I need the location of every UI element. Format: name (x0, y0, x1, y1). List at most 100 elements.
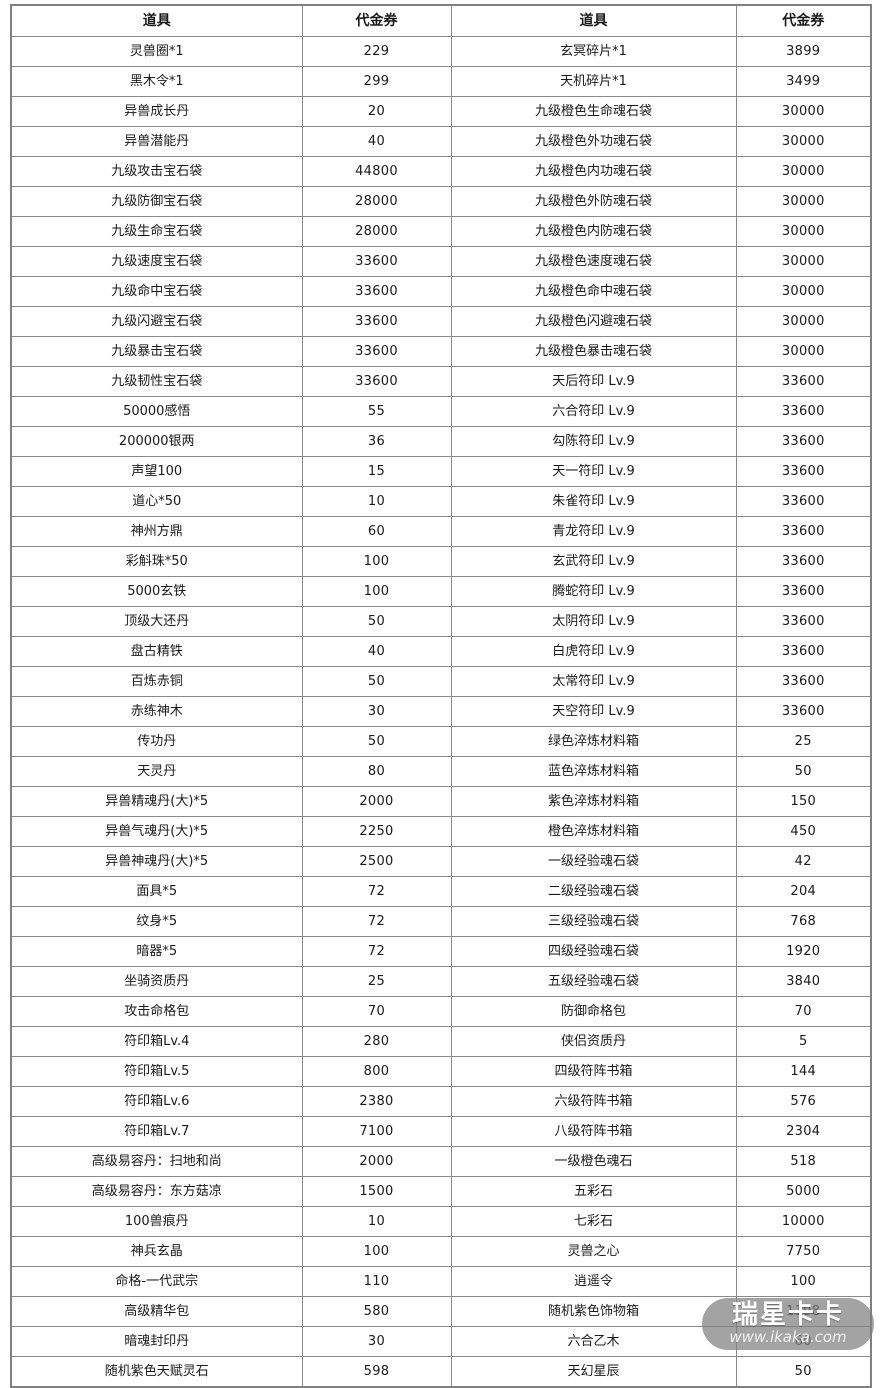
voucher-value-right: 33600 (735, 456, 872, 487)
item-name-right: 六合符印 Lv.9 (450, 396, 737, 427)
voucher-value-right: 33600 (735, 636, 872, 667)
voucher-value-right: 70 (735, 996, 872, 1027)
item-name-left: 异兽精魂丹(大)*5 (10, 786, 303, 817)
table-row: 符印箱Lv.5 800 四级符阵书箱 144 (10, 1056, 872, 1087)
item-name-right: 九级橙色速度魂石袋 (450, 246, 737, 277)
voucher-value-left: 80 (301, 756, 452, 787)
item-name-right: 九级橙色暴击魂石袋 (450, 336, 737, 367)
table-row: 九级闪避宝石袋 33600 九级橙色闪避魂石袋 30000 (10, 306, 872, 337)
table-row: 九级防御宝石袋 28000 九级橙色外防魂石袋 30000 (10, 186, 872, 217)
item-name-left: 命格-一代武宗 (10, 1266, 303, 1297)
item-name-right: 七彩石 (450, 1206, 737, 1237)
voucher-value-right: 30000 (735, 126, 872, 157)
voucher-value-left: 33600 (301, 306, 452, 337)
voucher-value-left: 50 (301, 726, 452, 757)
item-name-left: 九级生命宝石袋 (10, 216, 303, 247)
item-name-left: 面具*5 (10, 876, 303, 907)
table-body: 灵兽圈*1 229 玄冥碎片*1 3899 黑木令*1 299 天机碎片*1 3499 异兽成长… (10, 36, 872, 1388)
item-name-left: 异兽成长丹 (10, 96, 303, 127)
voucher-value-left: 280 (301, 1026, 452, 1057)
item-name-left: 九级闪避宝石袋 (10, 306, 303, 337)
price-table-container: 道具 代金券 道具 代金券 灵兽圈*1 229 玄冥碎片*1 3899 黑木令*1 299… (10, 4, 872, 1388)
column-header-item-left: 道具 (10, 4, 303, 37)
voucher-value-right: 3840 (735, 966, 872, 997)
table-row: 符印箱Lv.7 7100 八级符阵书箱 2304 (10, 1116, 872, 1147)
voucher-value-right: 33600 (735, 486, 872, 517)
item-name-left: 九级防御宝石袋 (10, 186, 303, 217)
voucher-value-left: 100 (301, 546, 452, 577)
voucher-value-left: 20 (301, 96, 452, 127)
voucher-value-left: 1500 (301, 1176, 452, 1207)
item-name-right: 腾蛇符印 Lv.9 (450, 576, 737, 607)
item-name-right: 天机碎片*1 (450, 66, 737, 97)
voucher-value-left: 580 (301, 1296, 452, 1327)
voucher-value-left: 72 (301, 906, 452, 937)
item-name-right: 四级经验魂石袋 (450, 936, 737, 967)
table-row: 高级易容丹：扫地和尚 2000 一级橙色魂石 518 (10, 1146, 872, 1177)
item-name-right: 紫色淬炼材料箱 (450, 786, 737, 817)
item-name-left: 符印箱Lv.5 (10, 1056, 303, 1087)
voucher-value-left: 10 (301, 486, 452, 517)
item-name-left: 异兽潜能丹 (10, 126, 303, 157)
table-row: 神兵玄晶 100 灵兽之心 7750 (10, 1236, 872, 1267)
table-row: 符印箱Lv.4 280 侠侣资质丹 5 (10, 1026, 872, 1057)
item-name-right: 九级橙色内防魂石袋 (450, 216, 737, 247)
voucher-value-left: 72 (301, 936, 452, 967)
item-name-right: 五级经验魂石袋 (450, 966, 737, 997)
voucher-value-left: 598 (301, 1356, 452, 1388)
table-row: 异兽成长丹 20 九级橙色生命魂石袋 30000 (10, 96, 872, 127)
voucher-value-left: 15 (301, 456, 452, 487)
voucher-value-left: 2250 (301, 816, 452, 847)
voucher-value-right: 1920 (735, 936, 872, 967)
item-name-left: 5000玄铁 (10, 576, 303, 607)
item-name-right: 灵兽之心 (450, 1236, 737, 1267)
voucher-value-left: 100 (301, 1236, 452, 1267)
voucher-value-left: 299 (301, 66, 452, 97)
item-name-right: 天一符印 Lv.9 (450, 456, 737, 487)
table-row: 符印箱Lv.6 2380 六级符阵书箱 576 (10, 1086, 872, 1117)
voucher-value-left: 229 (301, 36, 452, 67)
voucher-value-left: 40 (301, 636, 452, 667)
item-name-right: 朱雀符印 Lv.9 (450, 486, 737, 517)
item-name-right: 太常符印 Lv.9 (450, 666, 737, 697)
voucher-value-right: 60 (735, 1326, 872, 1357)
voucher-value-right: 30000 (735, 306, 872, 337)
voucher-value-right: 33600 (735, 396, 872, 427)
voucher-value-left: 7100 (301, 1116, 452, 1147)
table-row: 50000感悟 55 六合符印 Lv.9 33600 (10, 396, 872, 427)
item-name-left: 九级速度宝石袋 (10, 246, 303, 277)
table-row: 异兽气魂丹(大)*5 2250 橙色淬炼材料箱 450 (10, 816, 872, 847)
voucher-value-right: 33600 (735, 546, 872, 577)
column-header-voucher-right: 代金券 (735, 4, 872, 37)
table-row: 赤练神木 30 天空符印 Lv.9 33600 (10, 696, 872, 727)
table-row: 异兽神魂丹(大)*5 2500 一级经验魂石袋 42 (10, 846, 872, 877)
item-name-left: 神州方鼎 (10, 516, 303, 547)
item-name-right: 天幻星辰 (450, 1356, 737, 1388)
item-name-left: 符印箱Lv.4 (10, 1026, 303, 1057)
voucher-value-right: 7750 (735, 1236, 872, 1267)
voucher-value-left: 50 (301, 606, 452, 637)
table-row: 随机紫色天赋灵石 598 天幻星辰 50 (10, 1356, 872, 1388)
item-name-right: 九级橙色内功魂石袋 (450, 156, 737, 187)
table-row: 暗器*5 72 四级经验魂石袋 1920 (10, 936, 872, 967)
voucher-value-right: 100 (735, 1266, 872, 1297)
voucher-value-right: 30000 (735, 186, 872, 217)
voucher-value-right: 2304 (735, 1116, 872, 1147)
item-name-left: 高级易容丹：扫地和尚 (10, 1146, 303, 1177)
voucher-value-left: 60 (301, 516, 452, 547)
voucher-price-table: 道具 代金券 道具 代金券 灵兽圈*1 229 玄冥碎片*1 3899 黑木令*1 299… (10, 4, 872, 1388)
voucher-value-right: 33600 (735, 516, 872, 547)
item-name-left: 纹身*5 (10, 906, 303, 937)
table-row: 黑木令*1 299 天机碎片*1 3499 (10, 66, 872, 97)
item-name-left: 暗魂封印丹 (10, 1326, 303, 1357)
table-row: 面具*5 72 二级经验魂石袋 204 (10, 876, 872, 907)
table-row: 5000玄铁 100 腾蛇符印 Lv.9 33600 (10, 576, 872, 607)
table-row: 暗魂封印丹 30 六合乙木 60 (10, 1326, 872, 1357)
voucher-value-left: 30 (301, 696, 452, 727)
table-row: 九级生命宝石袋 28000 九级橙色内防魂石袋 30000 (10, 216, 872, 247)
voucher-value-left: 70 (301, 996, 452, 1027)
item-name-right: 玄冥碎片*1 (450, 36, 737, 67)
voucher-value-right: 30000 (735, 336, 872, 367)
item-name-left: 九级暴击宝石袋 (10, 336, 303, 367)
voucher-value-right: 10000 (735, 1206, 872, 1237)
